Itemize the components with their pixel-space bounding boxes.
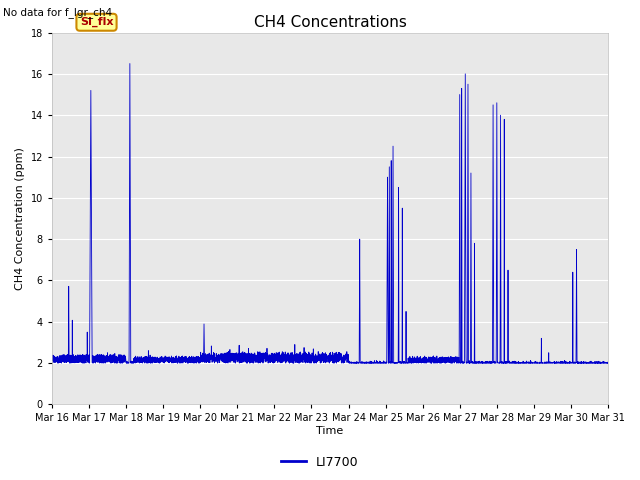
Text: No data for f_lgr_ch4: No data for f_lgr_ch4	[3, 7, 113, 18]
Y-axis label: CH4 Concentration (ppm): CH4 Concentration (ppm)	[15, 147, 25, 290]
X-axis label: Time: Time	[316, 426, 344, 436]
Title: CH4 Concentrations: CH4 Concentrations	[253, 15, 406, 30]
Text: SI_flx: SI_flx	[80, 17, 113, 27]
Legend: LI7700: LI7700	[276, 451, 364, 474]
